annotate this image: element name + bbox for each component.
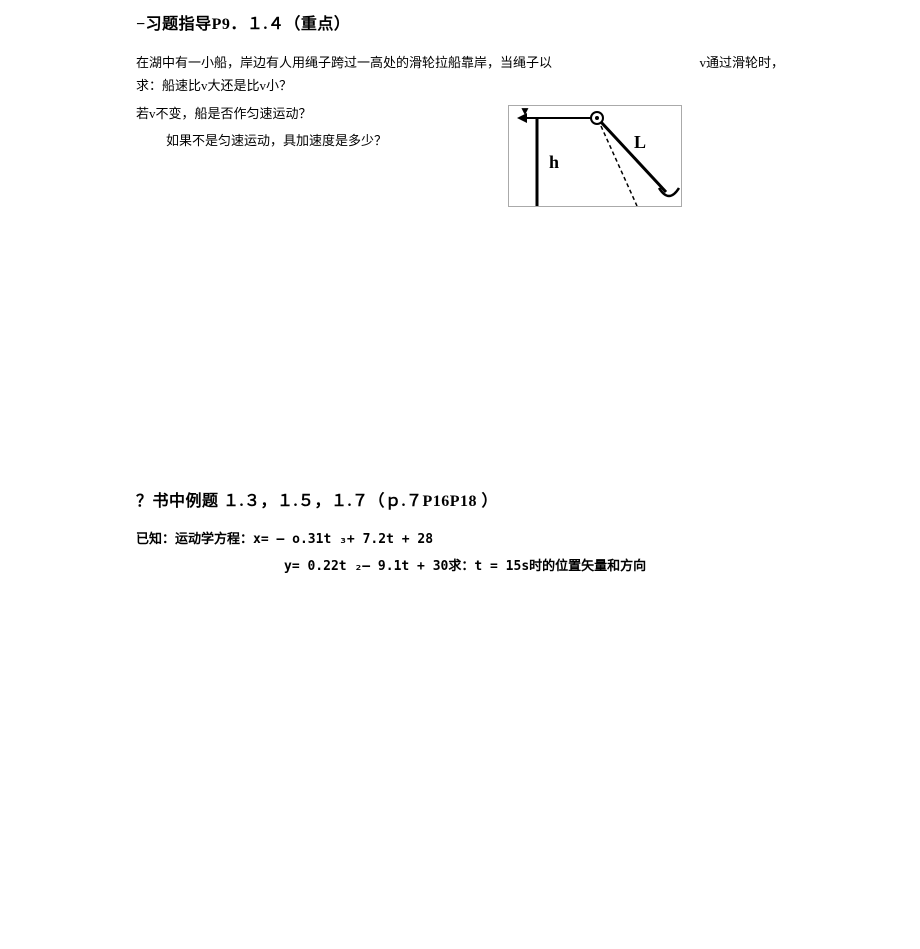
problem-line1: 在湖中有一小船，岸边有人用绳子跨过一高处的滑轮拉船靠岸，当绳子以 xyxy=(136,52,784,73)
equation2: y= 0.22t ₂— 9.1t + 30求：t = 15s时的位置矢量和方向 xyxy=(136,556,784,577)
problem-figure: ▼ h L xyxy=(508,105,682,207)
section1-heading: −习题指导P9．１.４（重点） xyxy=(136,10,784,34)
dash-line xyxy=(601,126,637,206)
problem-line4: 如果不是匀速运动，具加速度是多少？ xyxy=(136,130,784,151)
pulley-center xyxy=(595,116,599,120)
eq1-label: 已知：运动学方程： xyxy=(136,532,253,547)
line1-right: v通过滑轮时， xyxy=(699,52,784,71)
problem-line2: 求：船速比v大还是比v小？ xyxy=(136,75,784,96)
line1-left: 在湖中有一小船，岸边有人用绳子跨过一高处的滑轮拉船靠岸，当绳子以 xyxy=(136,55,552,70)
equation-label: 已知：运动学方程：x= — o.31t ₃+ 7.2t + 28 xyxy=(136,529,784,550)
section2-heading: ？书中例题 １.３，１.５，１.７（ｐ.７P16P18 ） xyxy=(136,487,784,511)
problem-line3: 若v不变，船是否作匀速运动？ xyxy=(136,103,784,124)
L-label: L xyxy=(634,132,646,152)
v-label: ▼ xyxy=(519,106,531,118)
eq1: x= — o.31t ₃+ 7.2t + 28 xyxy=(253,532,433,547)
h-label: h xyxy=(549,152,559,172)
